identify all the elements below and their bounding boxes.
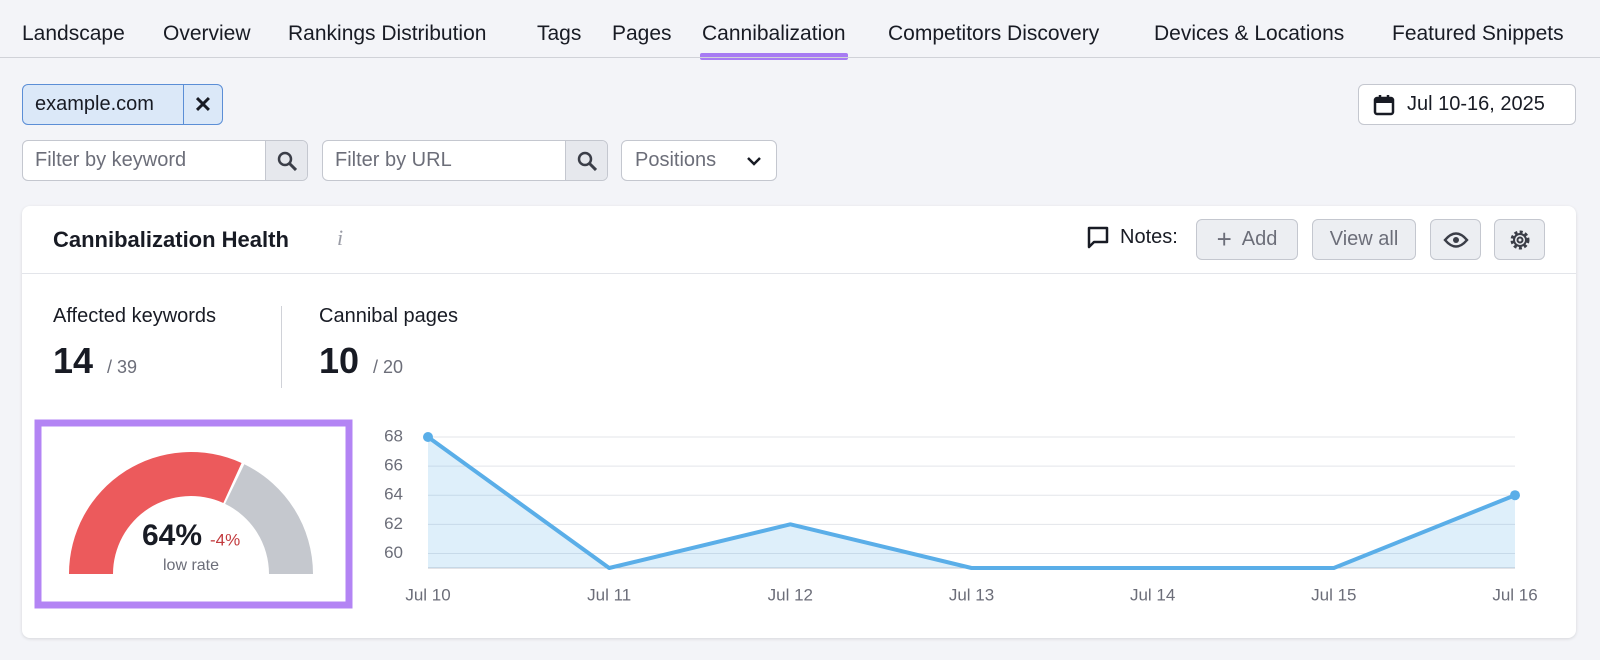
stat-label: Cannibal pages [319, 305, 458, 327]
gauge-value: 64% [142, 519, 202, 552]
tab[interactable]: Pages [612, 22, 672, 45]
chevron-icon [747, 156, 761, 166]
notes: Notes: [1086, 223, 1178, 251]
y-tick-label: 68 [384, 426, 403, 445]
card-title: Cannibalization Health [53, 227, 289, 252]
url-placeholder: Filter by URL [335, 149, 452, 171]
stat-label: Affected keywords [53, 305, 217, 327]
view-all-label: View all [1329, 228, 1399, 250]
active-tab-indicator [700, 53, 848, 60]
calendar-icon [1373, 94, 1395, 115]
stat-divider [281, 306, 282, 388]
add-label: Add [1241, 228, 1278, 250]
search-icon [277, 151, 297, 171]
stat-row: 10 / 20 [319, 340, 403, 382]
search-button[interactable] [265, 141, 307, 180]
y-tick-label: 64 [384, 485, 403, 504]
domain-chip-label: example.com [35, 93, 154, 115]
line [426, 435, 1516, 570]
tab[interactable]: Landscape [22, 22, 125, 45]
stat-total: / 20 [373, 357, 404, 377]
add-note-button[interactable]: + Add [1196, 219, 1298, 260]
keyword-filter[interactable]: Filter by keyword [22, 140, 308, 181]
domain-chip[interactable]: example.com ✕ [22, 84, 223, 125]
tab[interactable]: Cannibalization [702, 22, 846, 45]
gauge-change: -4% [210, 530, 240, 549]
gauge-fill [69, 452, 242, 574]
gauge-highlight [34, 419, 353, 609]
x-tick-label: Jul 14 [1130, 585, 1175, 604]
tab[interactable]: Featured Snippets [1392, 22, 1564, 45]
view-all-button[interactable]: View all [1312, 219, 1416, 260]
card-divider [22, 273, 1576, 274]
url-filter[interactable]: Filter by URL [322, 140, 608, 181]
stat-total: / 39 [107, 357, 138, 377]
y-tick-label: 66 [384, 456, 403, 475]
point [423, 432, 433, 442]
keyword-placeholder: Filter by keyword [35, 149, 187, 171]
search-icon [577, 151, 597, 171]
positions-label: Positions [635, 149, 717, 171]
tab-divider [0, 57, 1600, 58]
note-icon [1087, 226, 1109, 249]
search-button[interactable] [565, 141, 607, 180]
x-tick-label: Jul 10 [405, 585, 450, 604]
tab[interactable]: Rankings Distribution [288, 22, 487, 45]
point [1510, 490, 1520, 501]
date-picker[interactable]: Jul 10-16, 2025 [1358, 84, 1576, 125]
x-tick-label: Jul 11 [587, 585, 631, 604]
gauge-caption: low rate [163, 557, 219, 574]
settings-button[interactable] [1494, 219, 1545, 260]
plus-icon: + [1216, 224, 1232, 254]
gauge-rest [225, 464, 313, 574]
date-range: Jul 10-16, 2025 [1407, 93, 1545, 115]
gear-icon [1510, 230, 1529, 249]
tab[interactable]: Tags [537, 22, 582, 45]
stat-value: 10 [319, 340, 360, 381]
info-icon[interactable]: i [337, 225, 344, 250]
tab[interactable]: Competitors Discovery [888, 22, 1100, 45]
x-tick-label: Jul 15 [1311, 585, 1356, 604]
y-tick-label: 62 [384, 514, 403, 533]
tab[interactable]: Overview [163, 22, 251, 45]
x-tick-label: Jul 13 [949, 585, 994, 604]
stat-value: 14 [53, 340, 94, 381]
x-tick-label: Jul 12 [768, 585, 813, 604]
visibility-button[interactable] [1430, 219, 1481, 260]
tab[interactable]: Devices & Locations [1154, 22, 1345, 45]
y-tick-label: 60 [384, 543, 403, 562]
remove-chip[interactable]: ✕ [183, 85, 222, 124]
x-tick-label: Jul 16 [1492, 585, 1537, 604]
area [428, 437, 1515, 568]
notes-label: Notes: [1120, 225, 1178, 248]
positions-dropdown[interactable]: Positions [621, 140, 777, 181]
stat-row: 14 / 39 [53, 340, 137, 382]
eye-icon [1442, 231, 1469, 248]
